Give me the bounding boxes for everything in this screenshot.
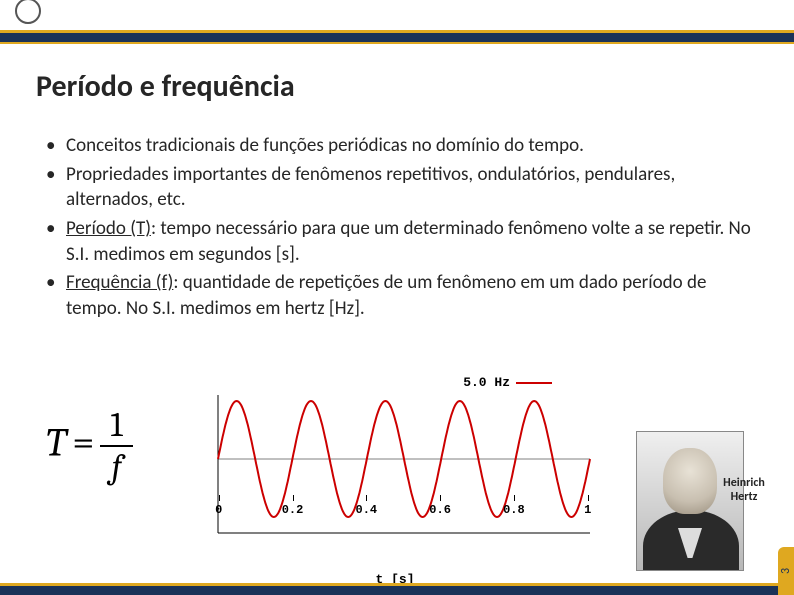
page-tab: 3: [778, 547, 794, 595]
bullet-item: Propriedades importantes de fenômenos re…: [44, 162, 758, 213]
bullet-text: Conceitos tradicionais de funções periód…: [66, 134, 584, 157]
x-tick-label: 0: [215, 503, 222, 517]
formula-numerator: 1: [100, 405, 132, 447]
bullet-text: : tempo necessário para que um determina…: [66, 217, 751, 266]
bullet-item: Conceitos tradicionais de funções periód…: [44, 133, 758, 159]
content-area: Período e frequência Conceitos tradicion…: [0, 44, 794, 334]
x-tick-mark: [514, 495, 515, 501]
portrait-head: [663, 448, 717, 514]
formula-denominator: f: [100, 447, 132, 487]
sine-wave-svg: [190, 383, 600, 563]
x-tick-label: 0.8: [503, 503, 525, 517]
formula: T=1f: [46, 405, 133, 487]
formula-equals: =: [66, 419, 100, 465]
header-divider: [0, 30, 794, 44]
x-tick-mark: [219, 495, 220, 501]
sine-chart: 5.0 Hz t [s] 00.20.40.60.81: [190, 365, 600, 585]
caption-line2: Hertz: [731, 490, 758, 504]
x-tick-label: 0.4: [355, 503, 377, 517]
media-row: T=1f 5.0 Hz t [s] 00.20.40.60.81 Heinric…: [0, 350, 794, 595]
x-tick-mark: [293, 495, 294, 501]
x-tick-mark: [588, 495, 589, 501]
formula-fraction: 1f: [100, 405, 132, 487]
bullet-text: Propriedades importantes de fenômenos re…: [66, 163, 675, 212]
page-number: 3: [779, 568, 793, 574]
x-tick-mark: [440, 495, 441, 501]
slide-title: Período e frequência: [36, 68, 758, 105]
university-logo-icon: [15, 0, 41, 24]
x-tick-label: 0.2: [282, 503, 304, 517]
logo-area: [0, 0, 794, 30]
formula-T: T: [46, 419, 66, 465]
bullet-item: Frequência (f): quantidade de repetições…: [44, 270, 758, 321]
frequency-label: Frequência (f): [66, 271, 173, 294]
caption-line1: Heinrich: [723, 476, 765, 490]
bullet-item: Período (T): tempo necessário para que u…: [44, 216, 758, 267]
x-tick-label: 0.6: [429, 503, 451, 517]
portrait-caption: Heinrich Hertz: [716, 477, 772, 505]
x-tick-mark: [366, 495, 367, 501]
x-tick-label: 1: [584, 503, 591, 517]
period-label: Período (T): [66, 217, 151, 240]
footer-bar: [0, 583, 794, 595]
bullet-list: Conceitos tradicionais de funções periód…: [44, 133, 758, 321]
